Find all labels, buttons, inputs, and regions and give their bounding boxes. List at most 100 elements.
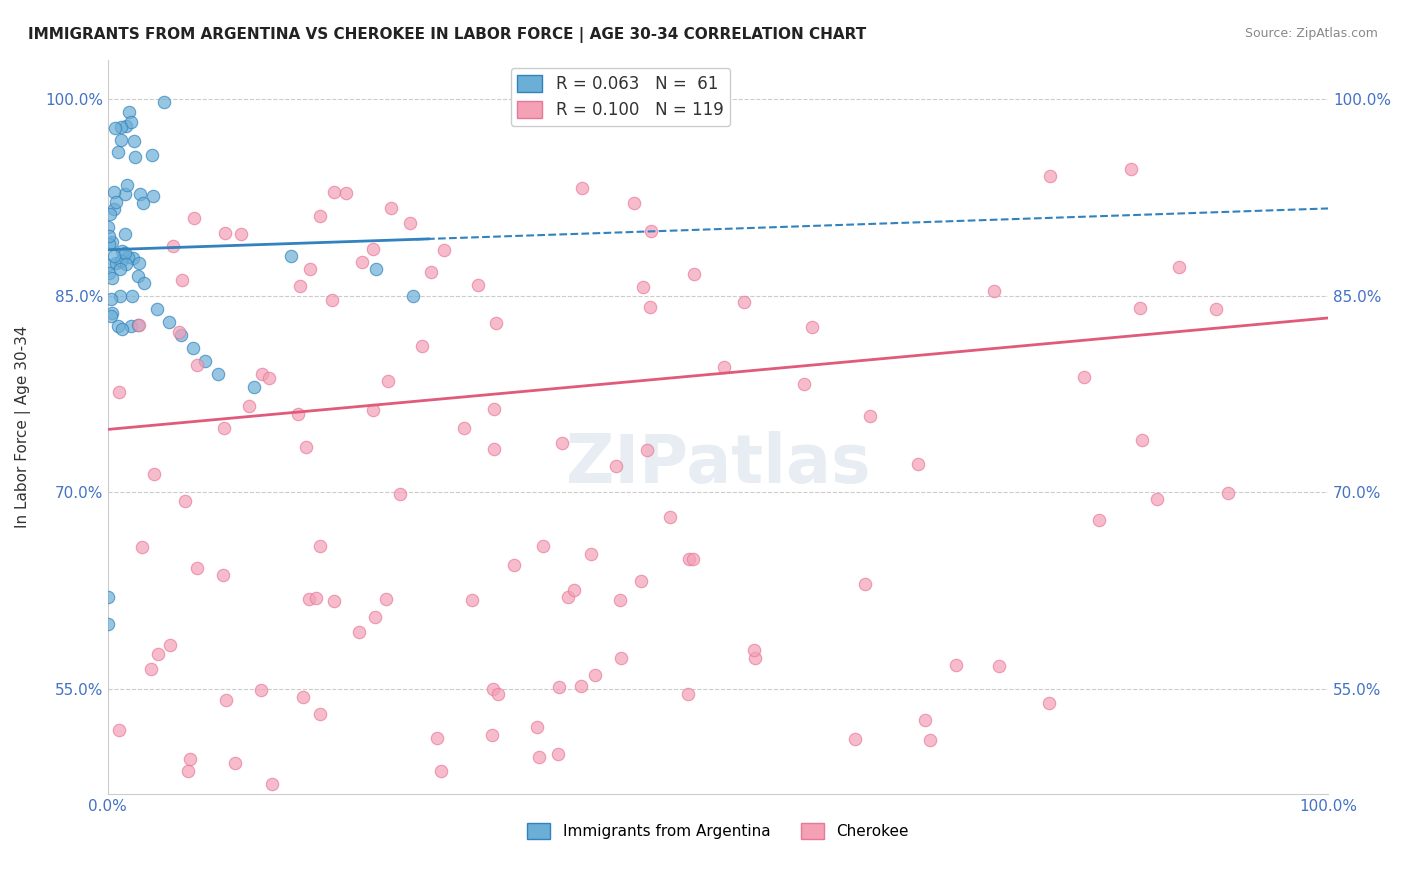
Point xyxy=(183,211,205,225)
Point xyxy=(214,226,236,240)
Point xyxy=(605,458,627,473)
Point xyxy=(229,227,252,242)
Point xyxy=(609,593,631,607)
Point xyxy=(1167,260,1189,274)
Point xyxy=(419,265,441,279)
Point xyxy=(399,216,422,230)
Point xyxy=(1088,513,1111,527)
Point xyxy=(294,441,316,455)
Point xyxy=(97,220,120,235)
Point xyxy=(793,377,815,392)
Point xyxy=(461,593,484,607)
Point xyxy=(124,150,146,164)
Point xyxy=(141,148,163,162)
Point xyxy=(122,134,145,148)
Point xyxy=(844,732,866,747)
Point xyxy=(98,237,121,252)
Point xyxy=(321,293,343,307)
Point xyxy=(181,341,204,355)
Point xyxy=(426,731,449,746)
Point xyxy=(170,273,193,287)
Point xyxy=(107,723,129,738)
Point xyxy=(630,574,652,588)
Point xyxy=(429,764,451,778)
Point xyxy=(179,752,201,766)
Point xyxy=(1146,492,1168,507)
Point xyxy=(111,244,134,258)
Point xyxy=(907,457,929,471)
Point xyxy=(364,610,387,624)
Point xyxy=(527,750,550,764)
Point xyxy=(114,246,136,260)
Point xyxy=(134,276,156,290)
Point xyxy=(103,202,125,216)
Point xyxy=(114,257,136,271)
Text: IMMIGRANTS FROM ARGENTINA VS CHEROKEE IN LABOR FORCE | AGE 30-34 CORRELATION CHA: IMMIGRANTS FROM ARGENTINA VS CHEROKEE IN… xyxy=(28,27,866,43)
Point xyxy=(122,251,145,265)
Point xyxy=(502,558,524,573)
Point xyxy=(433,243,456,257)
Point xyxy=(153,95,176,109)
Point xyxy=(214,420,236,434)
Point xyxy=(238,400,260,414)
Point xyxy=(920,733,942,747)
Point xyxy=(531,540,554,554)
Point xyxy=(100,309,122,323)
Point xyxy=(145,301,167,316)
Point xyxy=(118,105,141,120)
Point xyxy=(98,207,121,221)
Point xyxy=(366,262,388,277)
Point xyxy=(101,271,124,285)
Point xyxy=(375,591,398,606)
Point xyxy=(108,385,131,400)
Point xyxy=(610,650,633,665)
Point xyxy=(742,643,765,657)
Y-axis label: In Labor Force | Age 30-34: In Labor Force | Age 30-34 xyxy=(15,326,31,528)
Point xyxy=(120,318,142,333)
Point xyxy=(157,315,180,329)
Point xyxy=(308,706,330,721)
Point xyxy=(945,657,967,672)
Point xyxy=(733,294,755,309)
Point xyxy=(305,591,328,605)
Point xyxy=(713,359,735,374)
Point xyxy=(110,120,132,135)
Point xyxy=(633,280,655,294)
Point xyxy=(162,239,184,253)
Point xyxy=(97,258,120,272)
Point xyxy=(335,186,357,200)
Point xyxy=(676,687,699,701)
Point xyxy=(250,367,273,381)
Point xyxy=(159,638,181,652)
Point xyxy=(207,368,229,382)
Point xyxy=(557,590,579,604)
Point xyxy=(744,650,766,665)
Point xyxy=(801,320,824,334)
Point xyxy=(243,380,266,394)
Point xyxy=(129,186,152,201)
Point xyxy=(176,764,198,778)
Point xyxy=(114,227,136,241)
Point xyxy=(170,328,193,343)
Text: ZIPatlas: ZIPatlas xyxy=(565,431,870,497)
Point xyxy=(488,686,510,700)
Point xyxy=(1216,485,1239,500)
Point xyxy=(111,322,134,336)
Point xyxy=(481,728,503,742)
Point xyxy=(110,133,132,147)
Point xyxy=(481,682,503,697)
Point xyxy=(309,539,332,553)
Point xyxy=(309,209,332,223)
Point xyxy=(101,306,124,320)
Point xyxy=(482,402,505,417)
Point xyxy=(377,374,399,388)
Point xyxy=(485,316,508,330)
Point xyxy=(97,616,120,631)
Point xyxy=(299,262,322,277)
Point xyxy=(636,443,658,458)
Point xyxy=(211,567,233,582)
Point xyxy=(1205,301,1227,316)
Point xyxy=(526,720,548,734)
Point xyxy=(215,693,238,707)
Point xyxy=(114,186,136,201)
